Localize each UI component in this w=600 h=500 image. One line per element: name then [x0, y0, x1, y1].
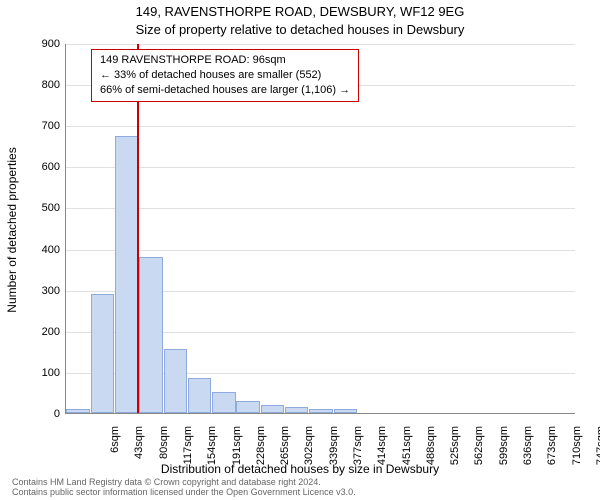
x-tick-label: 599sqm — [498, 426, 510, 466]
histogram-bar — [309, 409, 332, 413]
histogram-bar — [188, 378, 211, 413]
x-tick-label: 414sqm — [376, 426, 388, 466]
footer-line2: Contains public sector information licen… — [12, 488, 356, 498]
histogram-bar — [91, 294, 114, 413]
x-tick-label: 747sqm — [595, 426, 600, 466]
x-tick-label: 488sqm — [425, 426, 437, 466]
x-tick-label: 710sqm — [571, 426, 583, 466]
x-tick-label: 6sqm — [109, 426, 121, 466]
histogram-bar — [164, 349, 187, 413]
x-axis-label: Distribution of detached houses by size … — [0, 462, 600, 476]
x-tick-label: 302sqm — [303, 426, 315, 466]
y-tick-label: 0 — [30, 408, 60, 420]
x-tick-label: 265sqm — [279, 426, 291, 466]
y-tick-label: 100 — [30, 367, 60, 379]
histogram-bar — [285, 407, 308, 413]
gridline — [66, 208, 575, 209]
y-tick-label: 900 — [30, 38, 60, 50]
histogram-bar — [139, 257, 162, 413]
x-tick-label: 339sqm — [328, 426, 340, 466]
histogram-bar — [66, 409, 89, 413]
page: 149, RAVENSTHORPE ROAD, DEWSBURY, WF12 9… — [0, 0, 600, 500]
x-tick-label: 377sqm — [352, 426, 364, 466]
gridline — [66, 250, 575, 251]
annotation-line2: ← 33% of detached houses are smaller (55… — [100, 68, 350, 83]
x-tick-label: 154sqm — [206, 426, 218, 466]
y-tick-label: 800 — [30, 79, 60, 91]
gridline — [66, 126, 575, 127]
y-tick-label: 300 — [30, 285, 60, 297]
x-tick-label: 191sqm — [231, 426, 243, 466]
annotation-box: 149 RAVENSTHORPE ROAD: 96sqm ← 33% of de… — [91, 49, 359, 102]
x-tick-label: 636sqm — [522, 426, 534, 466]
histogram-bar — [212, 392, 235, 413]
gridline — [66, 44, 575, 45]
y-tick-label: 700 — [30, 120, 60, 132]
y-tick-label: 400 — [30, 244, 60, 256]
x-tick-label: 117sqm — [182, 426, 194, 466]
title-address: 149, RAVENSTHORPE ROAD, DEWSBURY, WF12 9… — [0, 4, 600, 19]
x-tick-label: 673sqm — [546, 426, 558, 466]
annotation-line3: 66% of semi-detached houses are larger (… — [100, 83, 350, 98]
histogram-bar — [334, 409, 357, 413]
title-subtitle: Size of property relative to detached ho… — [0, 22, 600, 37]
x-tick-label: 43sqm — [133, 426, 145, 466]
histogram-bar — [261, 405, 284, 413]
x-tick-label: 80sqm — [158, 426, 170, 466]
x-tick-label: 562sqm — [473, 426, 485, 466]
y-axis-label: Number of detached properties — [5, 147, 19, 312]
x-tick-label: 525sqm — [449, 426, 461, 466]
y-tick-label: 500 — [30, 202, 60, 214]
histogram-bar — [115, 136, 138, 414]
y-tick-label: 200 — [30, 326, 60, 338]
annotation-line1: 149 RAVENSTHORPE ROAD: 96sqm — [100, 53, 350, 68]
gridline — [66, 167, 575, 168]
footer: Contains HM Land Registry data © Crown c… — [12, 478, 356, 498]
x-tick-label: 451sqm — [401, 426, 413, 466]
y-tick-label: 600 — [30, 161, 60, 173]
histogram-bar — [236, 401, 259, 413]
x-tick-label: 228sqm — [255, 426, 267, 466]
